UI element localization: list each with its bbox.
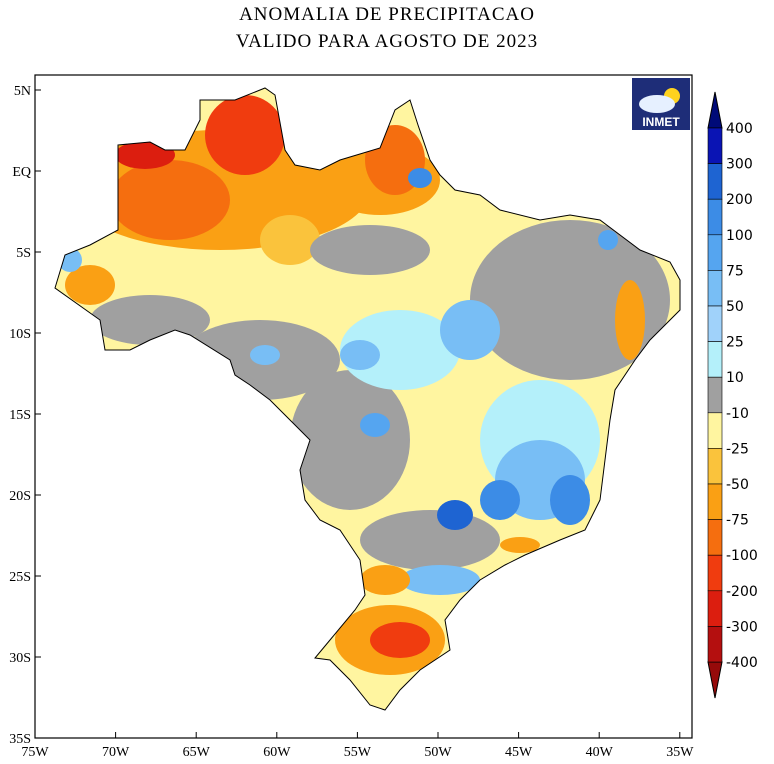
colorbar-band xyxy=(707,234,723,271)
colorbar-label: 10 xyxy=(726,370,744,386)
colorbar-label: -25 xyxy=(726,441,749,457)
lat-tick-label: 30S xyxy=(9,651,31,666)
colorbar-band xyxy=(707,626,723,663)
colorbar-arrow-top xyxy=(707,91,723,129)
colorbar-band xyxy=(707,163,723,200)
colorbar-band xyxy=(707,305,723,342)
colorbar-band xyxy=(707,198,723,236)
colorbar-label: 50 xyxy=(726,299,744,315)
colorbar-label: -75 xyxy=(726,513,749,529)
map-title-line1: ANOMALIA DE PRECIPITACAO xyxy=(239,4,535,25)
colorbar-label: 75 xyxy=(726,263,744,279)
lon-tick-label: 65W xyxy=(183,745,211,760)
lon-tick-label: 70W xyxy=(102,745,130,760)
lat-tick-label: 20S xyxy=(9,489,31,504)
inmet-logo: INMET xyxy=(632,78,690,130)
logo-text: INMET xyxy=(642,115,680,129)
colorbar: 400 300 200 100 75 50 25 10 -10 -25 -50 -75 -100 -200… xyxy=(707,91,758,699)
lat-tick-label: 10S xyxy=(9,327,31,342)
lat-tick-label: 25S xyxy=(9,570,31,585)
colorbar-band xyxy=(707,127,723,164)
colorbar-band xyxy=(707,590,723,627)
colorbar-band xyxy=(707,412,723,449)
lat-tick-label: 35S xyxy=(9,732,31,747)
colorbar-label: -50 xyxy=(726,477,749,493)
colorbar-label: 400 xyxy=(726,121,753,137)
lon-tick-label: 40W xyxy=(586,745,614,760)
colorbar-band xyxy=(707,270,723,307)
colorbar-label: -200 xyxy=(726,584,758,600)
lat-tick-label: 5N xyxy=(14,84,31,99)
lon-tick-label: 60W xyxy=(263,745,291,760)
colorbar-band xyxy=(707,483,723,520)
lat-tick-label: 15S xyxy=(9,408,31,423)
colorbar-label: -400 xyxy=(726,655,758,671)
colorbar-band xyxy=(707,519,723,556)
colorbar-band xyxy=(707,448,723,485)
colorbar-label: 200 xyxy=(726,192,753,208)
colorbar-band xyxy=(707,554,723,592)
lon-tick-label: 35W xyxy=(666,745,694,760)
colorbar-label: -100 xyxy=(726,548,758,564)
colorbar-label: -10 xyxy=(726,406,749,422)
colorbar-band xyxy=(707,376,723,414)
lon-tick-label: 45W xyxy=(505,745,533,760)
map-title-line2: VALIDO PARA AGOSTO DE 2023 xyxy=(235,31,539,52)
lon-tick-label: 55W xyxy=(344,745,372,760)
colorbar-arrow-bottom xyxy=(707,661,723,699)
colorbar-label: 300 xyxy=(726,157,753,173)
lon-tick-label: 50W xyxy=(424,745,452,760)
colorbar-label: -300 xyxy=(726,619,758,635)
cloud-icon xyxy=(639,95,675,113)
colorbar-label: 25 xyxy=(726,335,744,351)
lon-tick-label: 75W xyxy=(21,745,49,760)
colorbar-label: 100 xyxy=(726,228,753,244)
colorbar-band xyxy=(707,341,723,378)
lat-tick-label: 5S xyxy=(16,246,31,261)
lat-tick-label: EQ xyxy=(12,165,31,180)
